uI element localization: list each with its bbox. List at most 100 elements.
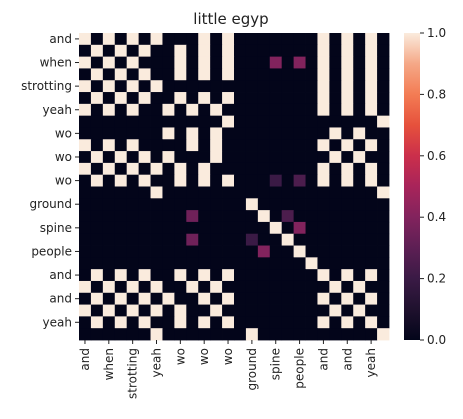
heatmap-cell (305, 56, 318, 69)
heatmap-cell (126, 92, 140, 105)
heatmap-cell (114, 68, 128, 81)
heatmap-cell (305, 316, 318, 329)
heatmap-cell (102, 103, 116, 117)
heatmap-cell (377, 151, 390, 164)
heatmap-cell (174, 56, 187, 69)
heatmap-cell (186, 328, 199, 341)
x-axis: and when strotting yeah wo wo wo ground spine peo… (78, 340, 378, 399)
heatmap-cell (90, 186, 104, 199)
heatmap-cell (138, 162, 151, 176)
heatmap-cell (222, 328, 235, 341)
heatmap-cell (365, 162, 378, 176)
heatmap-cell (222, 33, 235, 46)
heatmap-cell (174, 257, 187, 270)
heatmap-cell (305, 257, 318, 270)
heatmap-cell (353, 198, 366, 211)
heatmap-cell (245, 198, 259, 211)
heatmap-cell (222, 269, 235, 282)
heatmap-cell (293, 92, 306, 105)
heatmap-cell (329, 245, 342, 258)
heatmap-cell (198, 92, 211, 105)
heatmap-cell (329, 68, 342, 81)
heatmap-cell (317, 115, 330, 128)
heatmap-cell (234, 269, 247, 282)
heatmap-cell (317, 68, 330, 81)
heatmap-cell (269, 245, 283, 258)
heatmap-cell (317, 33, 330, 46)
heatmap-cell (341, 103, 354, 117)
x-tick-label: people (293, 348, 307, 389)
heatmap-cell (353, 162, 366, 176)
heatmap-cell (353, 210, 366, 223)
heatmap-cell (186, 316, 199, 329)
heatmap-cell (341, 162, 354, 176)
x-tick-label: wo (221, 348, 235, 365)
heatmap-cell (281, 304, 295, 317)
heatmap-cell (174, 151, 187, 164)
heatmap-cell (174, 33, 187, 46)
heatmap-cell (79, 139, 92, 152)
heatmap-cell (186, 56, 199, 69)
y-tick-label: ground (30, 197, 72, 211)
heatmap-cell (150, 316, 163, 329)
heatmap-cell (305, 304, 318, 317)
heatmap-cell (281, 44, 295, 58)
heatmap-cell (281, 292, 295, 305)
heatmap-cell (377, 316, 390, 329)
heatmap-cell (341, 80, 354, 93)
heatmap-cell (329, 80, 342, 93)
heatmap-cell (305, 221, 318, 235)
heatmap-cell (150, 151, 163, 164)
heatmap-cell (365, 139, 378, 152)
heatmap-cell (245, 80, 259, 93)
heatmap-cell (365, 328, 378, 341)
heatmap-cell (293, 269, 306, 282)
heatmap-cell (353, 316, 366, 329)
heatmap-cell (150, 304, 163, 317)
heatmap-cell (269, 80, 283, 93)
y-tick-label: and (49, 292, 72, 306)
heatmap-cell (210, 257, 223, 270)
heatmap-cell (234, 245, 247, 258)
heatmap-cell (126, 151, 140, 164)
heatmap-cell (317, 221, 330, 235)
heatmap-cell (341, 56, 354, 69)
heatmap-cell (90, 115, 104, 128)
heatmap-cell (257, 304, 271, 317)
heatmap-cell (257, 233, 271, 246)
heatmap-cell (198, 257, 211, 270)
heatmap-cell (257, 151, 271, 164)
heatmap-cell (210, 328, 223, 341)
heatmap-cell (138, 92, 151, 105)
heatmap-cell (234, 44, 247, 58)
heatmap-cell (245, 127, 259, 140)
heatmap-cell (222, 56, 235, 69)
x-tick-label: and (340, 348, 354, 371)
heatmap-cell (102, 186, 116, 199)
heatmap-cell (234, 80, 247, 93)
heatmap-cell (126, 198, 140, 211)
heatmap-cell (365, 198, 378, 211)
heatmap-cell (126, 186, 140, 199)
heatmap-cell (377, 139, 390, 152)
heatmap-cell (162, 304, 175, 317)
heatmap-cell (234, 33, 247, 46)
heatmap-cell (126, 292, 140, 305)
heatmap-cell (305, 233, 318, 246)
heatmap-cell (174, 103, 187, 117)
heatmap-cell (114, 44, 128, 58)
heatmap-cell (281, 245, 295, 258)
heatmap-cell (281, 257, 295, 270)
heatmap-cell (102, 162, 116, 176)
heatmap-cell (245, 257, 259, 270)
heatmap-cell (245, 210, 259, 223)
heatmap-cell (102, 316, 116, 329)
heatmap-cell (126, 162, 140, 176)
heatmap-cell (245, 44, 259, 58)
heatmap-cell (79, 92, 92, 105)
heatmap-cell (365, 115, 378, 128)
heatmap-cell (114, 33, 128, 46)
heatmap-cell (222, 198, 235, 211)
heatmap-cell (377, 221, 390, 235)
heatmap-cell (222, 92, 235, 105)
